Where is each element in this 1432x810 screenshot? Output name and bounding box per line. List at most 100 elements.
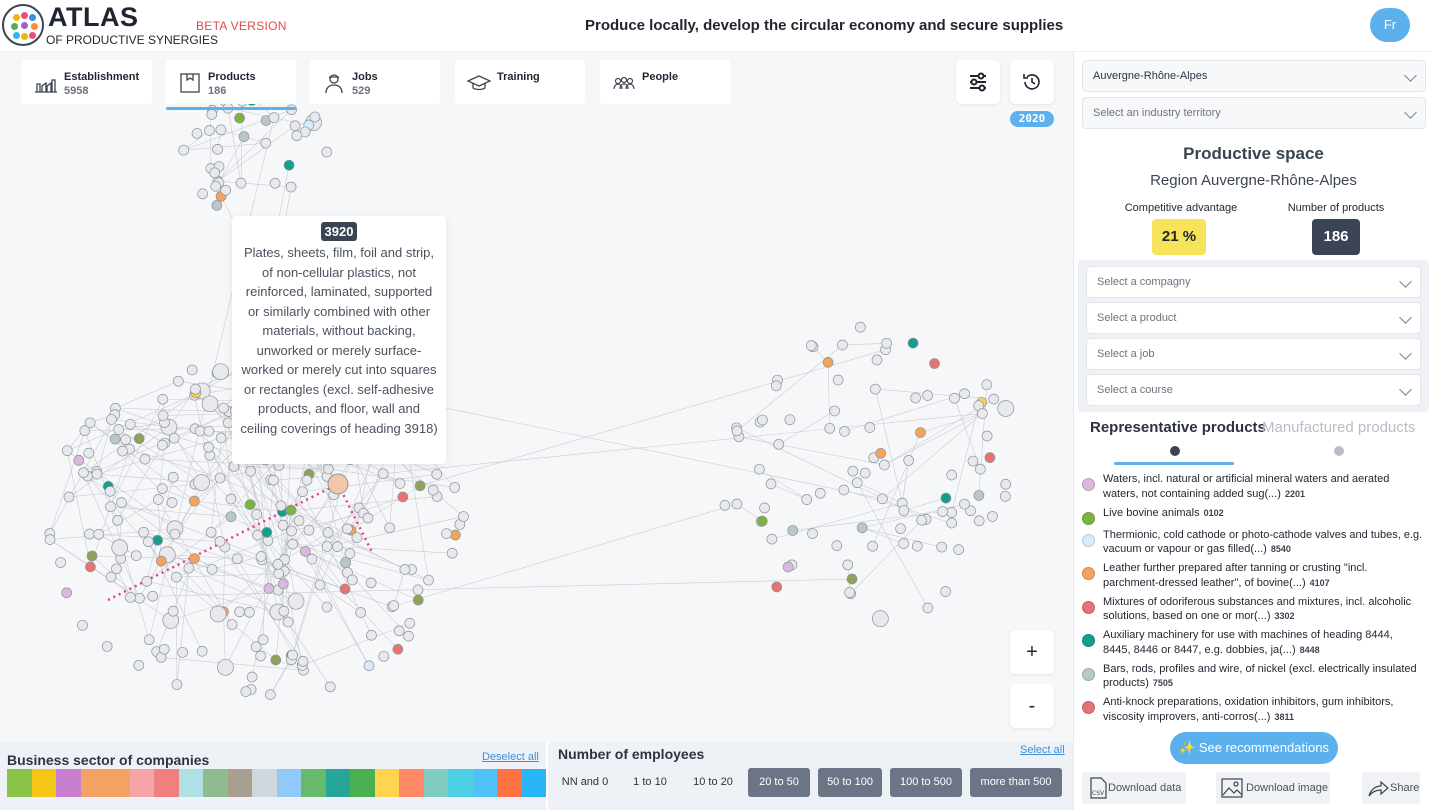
zoom-in-button[interactable]: + — [1010, 630, 1054, 674]
tab-representative-products[interactable]: Representative products — [1090, 419, 1266, 436]
product-code: 2201 — [1284, 488, 1305, 499]
sector-icon[interactable] — [80, 769, 108, 797]
zoom-out-button[interactable]: - — [1010, 684, 1054, 728]
tab-establishment[interactable]: Establishment 5958 — [22, 60, 152, 104]
employees-option[interactable]: 10 to 20 — [693, 776, 733, 788]
graph-node — [105, 501, 116, 513]
number-of-products-value: 186 — [1312, 219, 1360, 255]
download-image-button[interactable]: Download image — [1216, 772, 1330, 804]
graph-node — [446, 547, 458, 559]
sector-icon[interactable] — [472, 769, 500, 797]
graph-node — [286, 525, 297, 537]
sector-icon[interactable] — [325, 769, 353, 797]
graph-edge — [792, 511, 943, 531]
course-select[interactable]: Select a course — [1086, 374, 1421, 406]
sector-icon[interactable] — [252, 769, 279, 797]
region-select-value: Auvergne-Rhône-Alpes — [1093, 70, 1208, 82]
graph-edge — [420, 349, 886, 487]
graph-edge — [778, 410, 835, 445]
graph-node — [252, 529, 263, 541]
graph-node — [84, 528, 95, 540]
employees-option[interactable]: 1 to 10 — [633, 776, 667, 788]
sector-icon[interactable] — [178, 769, 206, 797]
product-code: 4107 — [1309, 577, 1330, 588]
graph-node — [940, 492, 952, 504]
product-label: Bars, rods, profiles and wire, of nickel… — [1103, 662, 1423, 691]
employees-option[interactable]: more than 500 — [970, 768, 1062, 797]
sector-icon[interactable] — [56, 769, 83, 797]
graph-node — [55, 557, 66, 568]
graph-edge — [759, 468, 807, 500]
sector-icon[interactable] — [350, 769, 377, 797]
graph-node — [125, 592, 136, 603]
select-all-link[interactable]: Select all — [1020, 744, 1065, 756]
employees-option[interactable]: NN and 0 — [561, 776, 609, 788]
employees-option[interactable]: 50 to 100 — [818, 768, 882, 797]
tab-manufactured-products[interactable]: Manufactured products — [1262, 419, 1416, 436]
sector-icon[interactable] — [154, 769, 181, 797]
graph-edge — [857, 482, 903, 504]
sector-icon[interactable] — [374, 769, 402, 797]
see-recommendations-button[interactable]: ✨ See recommendations — [1170, 732, 1338, 764]
tab-jobs[interactable]: Jobs 529 — [310, 60, 440, 104]
sector-icon[interactable] — [227, 769, 255, 797]
sector-icon[interactable] — [399, 769, 426, 797]
sector-icon[interactable] — [423, 769, 451, 797]
graph-node — [139, 453, 151, 465]
employees-option[interactable]: 100 to 500 — [890, 768, 962, 797]
graph-node — [263, 583, 275, 594]
network-canvas[interactable] — [0, 52, 1073, 742]
region-select[interactable]: Auvergne-Rhône-Alpes — [1082, 60, 1426, 92]
graph-node — [287, 649, 298, 661]
sector-icon[interactable] — [7, 769, 34, 797]
sector-icon[interactable] — [521, 769, 549, 797]
language-toggle-button[interactable]: Fr — [1370, 8, 1410, 42]
sector-icon[interactable] — [203, 769, 230, 797]
share-button[interactable]: Share — [1362, 772, 1420, 804]
graph-node — [831, 540, 843, 551]
sector-icon[interactable] — [105, 769, 132, 797]
graph-node — [959, 498, 970, 510]
download-data-button[interactable]: CSV Download data — [1082, 772, 1186, 804]
box-icon — [180, 73, 200, 93]
graph-node — [111, 539, 129, 556]
sector-icon[interactable] — [448, 769, 475, 797]
graph-node — [138, 526, 149, 538]
graph-edge — [122, 450, 173, 503]
deselect-all-link[interactable]: Deselect all — [482, 751, 539, 763]
tab-training[interactable]: Training — [455, 60, 585, 104]
graph-node — [212, 363, 230, 381]
graph-edge — [130, 424, 165, 444]
territory-select[interactable]: Select an industry territory — [1082, 97, 1426, 129]
info-icon[interactable] — [1334, 446, 1344, 456]
history-button[interactable] — [1010, 60, 1054, 104]
graph-edge — [176, 573, 279, 578]
graph-edge — [383, 413, 983, 474]
graph-node — [106, 414, 117, 425]
company-select[interactable]: Select a compagny — [1086, 266, 1421, 298]
employees-option[interactable]: 20 to 50 — [748, 768, 810, 797]
sector-icon[interactable] — [301, 769, 328, 797]
graph-node — [988, 393, 1000, 405]
product-select[interactable]: Select a product — [1086, 302, 1421, 334]
logo-subtitle: OF PRODUCTIVE SYNERGIES — [46, 33, 219, 47]
graph-node — [854, 321, 866, 333]
graph-node — [877, 493, 888, 505]
graph-node — [346, 574, 358, 586]
tab-products[interactable]: Products 186 — [166, 60, 296, 110]
graph-node — [282, 616, 294, 628]
tab-people[interactable]: People — [600, 60, 730, 104]
product-network-graph[interactable]: Establishment 5958 Products 186 Jobs 529… — [0, 52, 1073, 742]
graph-edge — [391, 503, 738, 608]
sector-icon[interactable] — [129, 769, 157, 797]
year-badge[interactable]: 2020 — [1010, 111, 1054, 127]
filter-settings-button[interactable] — [956, 60, 1000, 104]
info-icon[interactable] — [1170, 446, 1180, 456]
atlas-logo-icon[interactable] — [2, 4, 44, 46]
sector-icon[interactable] — [276, 769, 304, 797]
sector-icon[interactable] — [497, 769, 524, 797]
sector-icon[interactable] — [31, 769, 59, 797]
graph-node — [278, 605, 290, 617]
graph-node — [167, 471, 179, 483]
job-select[interactable]: Select a job — [1086, 338, 1421, 370]
